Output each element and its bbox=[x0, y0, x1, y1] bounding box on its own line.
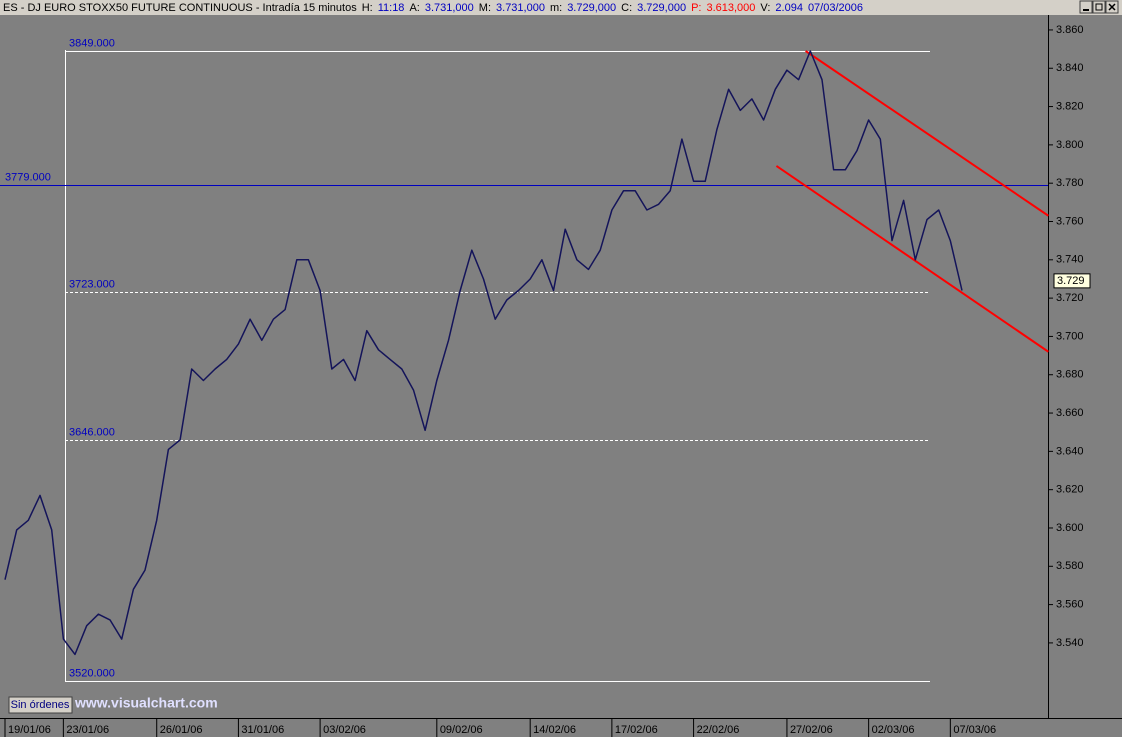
header-item: V: bbox=[760, 2, 770, 14]
header-item: m: bbox=[550, 2, 562, 14]
header-item: P: bbox=[691, 2, 701, 14]
x-tick-label: 02/03/06 bbox=[872, 724, 915, 736]
plot: 3.540 3.560 3.580 3.600 3.620 3.640 3.660 3.680… bbox=[0, 24, 1091, 737]
header-item: 3.613,000 bbox=[706, 2, 755, 14]
y-tick-label: 3.820 bbox=[1056, 100, 1084, 112]
level-label: 3646.000 bbox=[69, 426, 115, 438]
icon bbox=[1108, 3, 1116, 11]
header-item: 3.729,000 bbox=[637, 2, 686, 14]
y-tick-label: 3.860 bbox=[1056, 24, 1084, 36]
y-tick-label: 3.560 bbox=[1056, 599, 1084, 611]
x-tick-label: 19/01/06 bbox=[8, 724, 51, 736]
watermark: www.visualchart.com bbox=[74, 695, 218, 711]
level-label: 3520.000 bbox=[69, 667, 115, 679]
trendline bbox=[805, 50, 1049, 217]
y-tick-label: 3.780 bbox=[1056, 177, 1084, 189]
orders-button[interactable] bbox=[8, 696, 73, 714]
last-price-box bbox=[1053, 273, 1091, 289]
y-tick-label: 3.700 bbox=[1056, 330, 1084, 342]
x-tick-label: 27/02/06 bbox=[790, 724, 833, 736]
orders-button-label[interactable]: Sin órdenes bbox=[11, 699, 70, 711]
x-tick-label: 03/02/06 bbox=[323, 724, 366, 736]
level-label: 3723.000 bbox=[69, 278, 115, 290]
header-item: 11:18 bbox=[378, 2, 405, 14]
y-tick-label: 3.760 bbox=[1056, 215, 1084, 227]
x-tick-label: 07/03/06 bbox=[953, 724, 996, 736]
y-tick-label: 3.740 bbox=[1056, 254, 1084, 266]
header-item: 3.729,000 bbox=[567, 2, 616, 14]
header-item: ES - DJ EURO STOXX50 FUTURE CONTINUOUS -… bbox=[3, 2, 357, 14]
header-item: 2.094 bbox=[775, 2, 803, 14]
x-tick-label: 26/01/06 bbox=[160, 724, 203, 736]
y-tick-label: 3.840 bbox=[1056, 62, 1084, 74]
y-tick-label: 3.660 bbox=[1056, 407, 1084, 419]
y-tick-label: 3.640 bbox=[1056, 445, 1084, 457]
maximize-button[interactable] bbox=[1092, 0, 1106, 14]
header-item: C: bbox=[621, 2, 632, 14]
y-tick-label: 3.620 bbox=[1056, 484, 1084, 496]
header-item: 07/03/2006 bbox=[808, 2, 863, 14]
window-buttons[interactable] bbox=[1079, 0, 1119, 14]
x-tick-label: 14/02/06 bbox=[533, 724, 576, 736]
header-bar bbox=[0, 0, 1122, 15]
header: ES - DJ EURO STOXX50 FUTURE CONTINUOUS -… bbox=[3, 2, 863, 14]
level-label: 3779.000 bbox=[5, 171, 51, 183]
header-item: 3.731,000 bbox=[496, 2, 545, 14]
level-label: 3849.000 bbox=[69, 37, 115, 49]
header-item: 3.731,000 bbox=[425, 2, 474, 14]
x-tick-label: 31/01/06 bbox=[241, 724, 284, 736]
header-item: M: bbox=[479, 2, 491, 14]
x-axis-area bbox=[0, 719, 1122, 737]
x-tick-label: 09/02/06 bbox=[440, 724, 483, 736]
y-tick-label: 3.580 bbox=[1056, 560, 1084, 572]
trendline bbox=[775, 165, 1049, 353]
header-item: A: bbox=[409, 2, 419, 14]
x-tick-label: 22/02/06 bbox=[697, 724, 740, 736]
y-tick-label: 3.600 bbox=[1056, 522, 1084, 534]
y-tick-label: 3.800 bbox=[1056, 139, 1084, 151]
y-tick-label: 3.680 bbox=[1056, 369, 1084, 381]
minimize-button[interactable] bbox=[1079, 0, 1093, 14]
x-tick-label: 17/02/06 bbox=[615, 724, 658, 736]
y-tick-label: 3.720 bbox=[1056, 292, 1084, 304]
icon bbox=[1095, 3, 1103, 11]
header-item: H: bbox=[362, 2, 373, 14]
y-tick-label: 3.540 bbox=[1056, 637, 1084, 649]
price-line bbox=[4, 50, 963, 656]
last-price-label: 3.729 bbox=[1057, 275, 1085, 287]
x-tick-label: 23/01/06 bbox=[66, 724, 109, 736]
